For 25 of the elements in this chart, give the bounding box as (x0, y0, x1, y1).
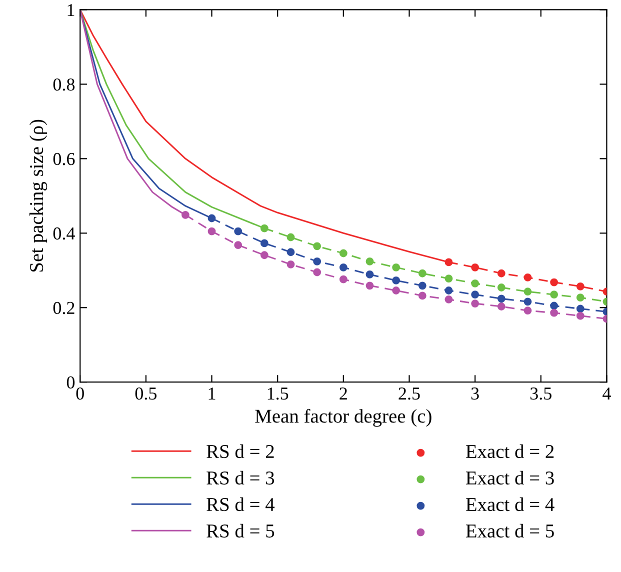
y-tick-label: 0 (66, 376, 75, 389)
y-tick-label: 1 (68, 4, 74, 16)
y-axis-title: Set packing size (ρ) (29, 120, 48, 272)
x-tick-label: 3.5 (530, 388, 552, 400)
x-tick-label: 0 (76, 387, 84, 400)
y-tick-label: 0.4 (53, 227, 75, 240)
x-tick-label: 1.5 (268, 388, 288, 400)
x-tick-label: 3 (471, 388, 479, 400)
legend-label: Exact d = 5 (466, 524, 554, 538)
legend-label: RS d = 2 (206, 444, 274, 458)
legend-label: RS d = 5 (206, 524, 274, 538)
legend-label: RS d = 4 (206, 497, 275, 512)
legend-label: Exact d = 2 (466, 444, 554, 458)
x-tick-label: 2 (340, 388, 347, 400)
x-tick-label: 1 (208, 388, 216, 400)
legend-label: Exact d = 4 (466, 497, 554, 512)
x-tick-label: 4 (602, 388, 611, 400)
x-tick-label: 0.5 (135, 387, 157, 400)
y-tick-label: 0.6 (53, 152, 75, 166)
y-tick-label: 0.8 (53, 78, 75, 91)
x-tick-label: 2.5 (398, 388, 420, 400)
x-axis-title: Mean factor degree (c) (255, 408, 432, 427)
y-tick-label: 0.2 (53, 302, 74, 314)
legend-label: RS d = 3 (206, 470, 274, 485)
legend-label: Exact d = 3 (466, 470, 554, 485)
